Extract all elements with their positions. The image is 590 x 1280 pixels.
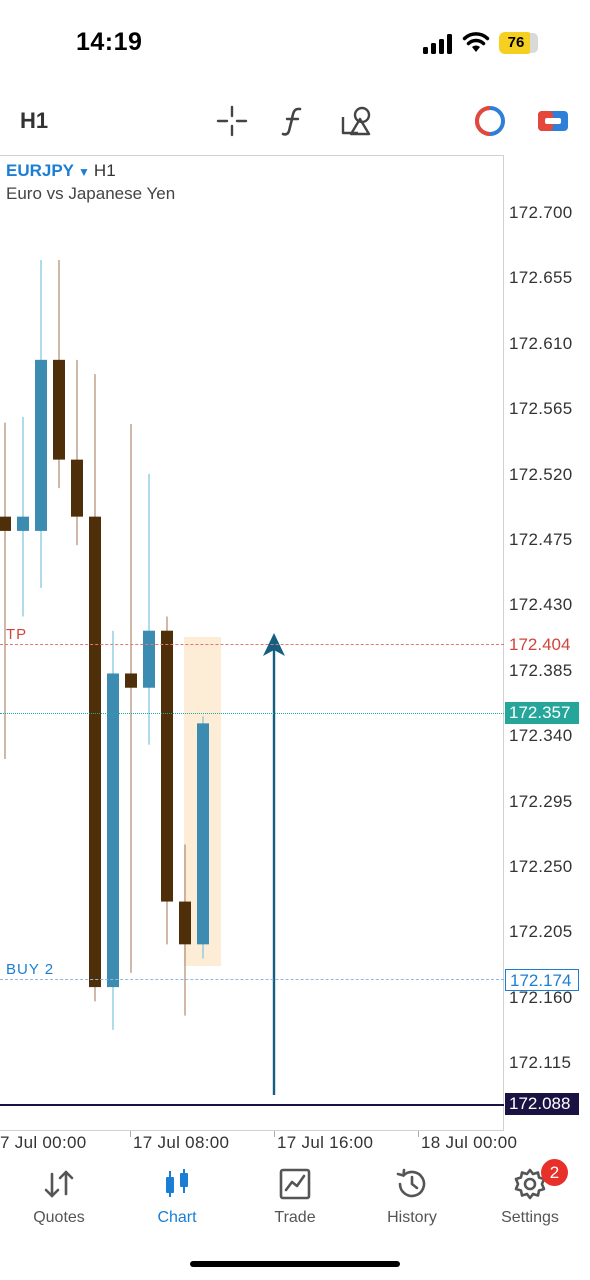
last-price-tag: 172.088 <box>505 1093 579 1115</box>
candle-body <box>0 516 11 531</box>
candle <box>0 422 11 760</box>
objects-shapes-icon[interactable] <box>339 103 375 139</box>
bid-price-line <box>0 713 504 714</box>
chevron-down-icon: ▼ <box>78 165 90 179</box>
battery-level: 76 <box>499 32 533 54</box>
candlestick-series <box>0 260 285 1095</box>
price-axis-label: 172.340 <box>509 726 573 746</box>
chart-toolbar: H1 <box>0 95 590 150</box>
wifi-icon <box>462 32 490 52</box>
take-profit-price: 172.404 <box>505 634 579 656</box>
time-axis-label: 7 Jul 00:00 <box>0 1133 87 1152</box>
candle-body <box>143 630 155 688</box>
price-axis-label: 172.385 <box>509 660 573 680</box>
price-axis-label: 172.610 <box>509 333 573 353</box>
buy-order-tag: BUY 2 <box>6 961 55 978</box>
candlestick-chart-icon <box>166 1169 188 1197</box>
bottom-tab-bar: Quotes Chart Trade History Settings <box>0 1158 590 1238</box>
candle-body <box>53 359 65 460</box>
bid-price-tag: 172.357 <box>505 702 579 724</box>
tab-label: History <box>387 1209 437 1226</box>
price-axis-label: 172.655 <box>509 268 573 288</box>
chart-symbol-header[interactable]: EURJPY ▼ H1 <box>6 161 116 181</box>
time-axis-label: 17 Jul 16:00 <box>277 1133 374 1152</box>
status-bar: 14:19 76 <box>0 0 590 90</box>
tab-chart[interactable]: Chart <box>122 1158 232 1233</box>
candle-body <box>179 901 191 945</box>
candle <box>179 844 191 1016</box>
settings-notification-badge: 2 <box>541 1159 568 1186</box>
tab-trade[interactable]: Trade <box>240 1158 350 1233</box>
indicator-function-icon[interactable] <box>276 103 312 139</box>
candle <box>161 616 173 945</box>
tab-settings[interactable]: Settings <box>475 1158 585 1233</box>
price-axis-label: 172.160 <box>509 987 573 1007</box>
price-axis-label: 172.520 <box>509 464 573 484</box>
price-axis-label: 172.115 <box>509 1053 572 1073</box>
candle <box>125 423 137 973</box>
history-clock-icon <box>396 1168 426 1198</box>
candle-body <box>35 359 47 531</box>
time-axis-tick <box>274 1131 275 1137</box>
candle <box>17 416 29 617</box>
price-axis-label: 172.250 <box>509 857 573 876</box>
candle <box>71 359 83 546</box>
tab-quotes[interactable]: Quotes <box>4 1158 114 1233</box>
candle-body <box>89 516 101 988</box>
battery-icon <box>530 33 538 53</box>
home-indicator[interactable] <box>190 1261 400 1267</box>
trade-panel-icon[interactable] <box>535 103 571 139</box>
candle <box>53 260 65 489</box>
price-axis-label: 172.430 <box>509 595 573 615</box>
crosshair-icon[interactable] <box>214 103 250 139</box>
symbol-name: EURJPY <box>6 161 75 180</box>
candle-body <box>161 630 173 902</box>
timeframe-button[interactable]: H1 <box>20 108 49 133</box>
time-axis-tick <box>130 1131 131 1137</box>
candle <box>143 473 155 745</box>
symbol-description: Euro vs Japanese Yen <box>6 184 176 203</box>
time-axis-label: 18 Jul 00:00 <box>421 1133 518 1152</box>
candle <box>197 716 209 959</box>
candle <box>107 630 119 1030</box>
trade-chart-icon <box>279 1168 311 1200</box>
cellular-signal-icon <box>423 34 455 54</box>
candle-body <box>71 459 83 517</box>
price-axis-label: 172.700 <box>509 203 573 222</box>
tab-label: Quotes <box>33 1209 85 1226</box>
tab-history[interactable]: History <box>357 1158 467 1233</box>
last-price-line <box>0 1104 504 1106</box>
target-arrow[interactable] <box>263 633 285 1095</box>
time-axis-tick <box>418 1131 419 1137</box>
price-axis-label: 172.475 <box>509 530 573 549</box>
price-axis-label: 172.295 <box>509 791 573 811</box>
time-axis-label: 17 Jul 08:00 <box>133 1133 230 1152</box>
tab-label: Chart <box>157 1209 197 1226</box>
symbol-timeframe: H1 <box>93 161 116 180</box>
price-axis-label: 172.565 <box>509 399 573 419</box>
price-axis-label: 172.205 <box>509 922 573 942</box>
chart-area[interactable] <box>0 155 504 1131</box>
candle-body <box>107 673 119 988</box>
buy-order-price: 172.174 <box>505 969 579 991</box>
candle <box>89 374 101 1002</box>
status-time: 14:19 <box>76 28 143 56</box>
quotes-arrows-icon <box>44 1170 74 1198</box>
one-click-trading-icon[interactable] <box>472 103 508 139</box>
candle-body <box>197 723 209 945</box>
take-profit-tag: TP <box>6 626 28 643</box>
gear-icon <box>514 1168 546 1200</box>
tab-label: Trade <box>274 1209 316 1226</box>
buy-order-line[interactable] <box>0 979 504 980</box>
take-profit-line[interactable] <box>0 644 504 645</box>
candle <box>35 260 47 588</box>
candle-body <box>125 673 137 688</box>
tab-label: Settings <box>501 1209 559 1226</box>
candle-body <box>17 516 29 531</box>
